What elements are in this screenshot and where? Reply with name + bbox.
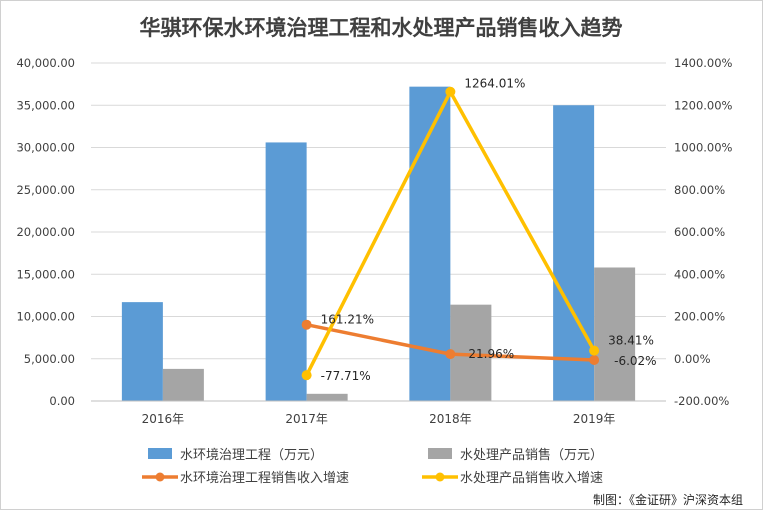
growth-data-label: 1264.01% — [464, 77, 525, 91]
growth-point — [445, 86, 456, 97]
left-tick-label: 35,000.00 — [16, 98, 75, 112]
right-tick-label: 200.00% — [674, 310, 725, 324]
category-label: 2019年 — [573, 412, 616, 426]
bar-water-treatment-products — [594, 267, 636, 401]
growth-data-label: -77.71% — [321, 369, 371, 383]
legend-swatch — [428, 448, 452, 459]
left-axis: 0.00 5,000.00 10,000.00 15,000.00 20,000.00 2… — [16, 56, 75, 408]
chart-title: 华骐环保水环境治理工程和水处理产品销售收入趋势 — [140, 16, 623, 40]
bar-water-treatment-products — [306, 393, 348, 401]
right-tick-label: 800.00% — [674, 183, 725, 197]
category-label: 2016年 — [142, 412, 185, 426]
right-tick-label: 600.00% — [674, 225, 725, 239]
grid-lines — [91, 62, 666, 360]
legend-label: 水处理产品销售（万元） — [460, 447, 603, 463]
category-label: 2017年 — [285, 412, 328, 426]
legend-swatch — [148, 448, 172, 459]
bar-water-treatment-products — [162, 368, 204, 401]
right-tick-label: 1200.00% — [674, 98, 733, 112]
bar-water-env-engineering — [553, 105, 595, 401]
left-tick-label: 25,000.00 — [16, 183, 75, 197]
growth-point — [589, 355, 600, 366]
right-tick-label: 400.00% — [674, 267, 725, 281]
category-label: 2018年 — [429, 412, 472, 426]
growth-point — [301, 319, 312, 330]
left-tick-label: 15,000.00 — [16, 267, 75, 281]
growth-data-label: -6.02% — [614, 354, 656, 368]
growth-data-label: 161.21% — [321, 313, 374, 327]
left-tick-label: 20,000.00 — [16, 225, 75, 239]
data-labels: 161.21% 21.96% -6.02% -77.71% 1264.01% 38.41% — [321, 77, 657, 383]
legend-label: 水环境治理工程销售收入增速 — [180, 470, 349, 486]
growth-lines — [301, 86, 600, 381]
legend-swatch-marker — [435, 472, 445, 482]
growth-data-label: 38.41% — [608, 334, 654, 348]
credit-note: 制图：《金证研》沪深资本组 — [593, 492, 743, 507]
left-tick-label: 30,000.00 — [16, 141, 75, 155]
right-tick-label: -200.00% — [674, 394, 729, 408]
legend: 水环境治理工程（万元） 水处理产品销售（万元） 水环境治理工程销售收入增速 水处理产品… — [142, 447, 603, 486]
right-axis: -200.00% 0.00% 200.00% 400.00% 600.00% 800.00… — [674, 56, 733, 408]
left-tick-label: 0.00 — [49, 394, 75, 408]
growth-point — [301, 370, 312, 381]
legend-label: 水处理产品销售收入增速 — [460, 470, 603, 486]
right-tick-label: 0.00% — [674, 352, 711, 366]
growth-data-label: 21.96% — [468, 347, 514, 361]
growth-point — [445, 349, 456, 360]
category-axis: 2016年 2017年 2018年 2019年 — [91, 400, 666, 426]
right-tick-label: 1400.00% — [674, 56, 733, 70]
left-tick-label: 5,000.00 — [24, 352, 75, 366]
bar-water-env-engineering — [265, 142, 307, 401]
legend-swatch-marker — [155, 472, 165, 482]
right-tick-label: 1000.00% — [674, 141, 733, 155]
bars — [121, 86, 636, 401]
bar-water-env-engineering — [121, 302, 163, 401]
legend-label: 水环境治理工程（万元） — [180, 448, 323, 463]
left-tick-label: 40,000.00 — [16, 56, 75, 70]
growth-point — [589, 345, 600, 356]
left-tick-label: 10,000.00 — [16, 310, 75, 324]
